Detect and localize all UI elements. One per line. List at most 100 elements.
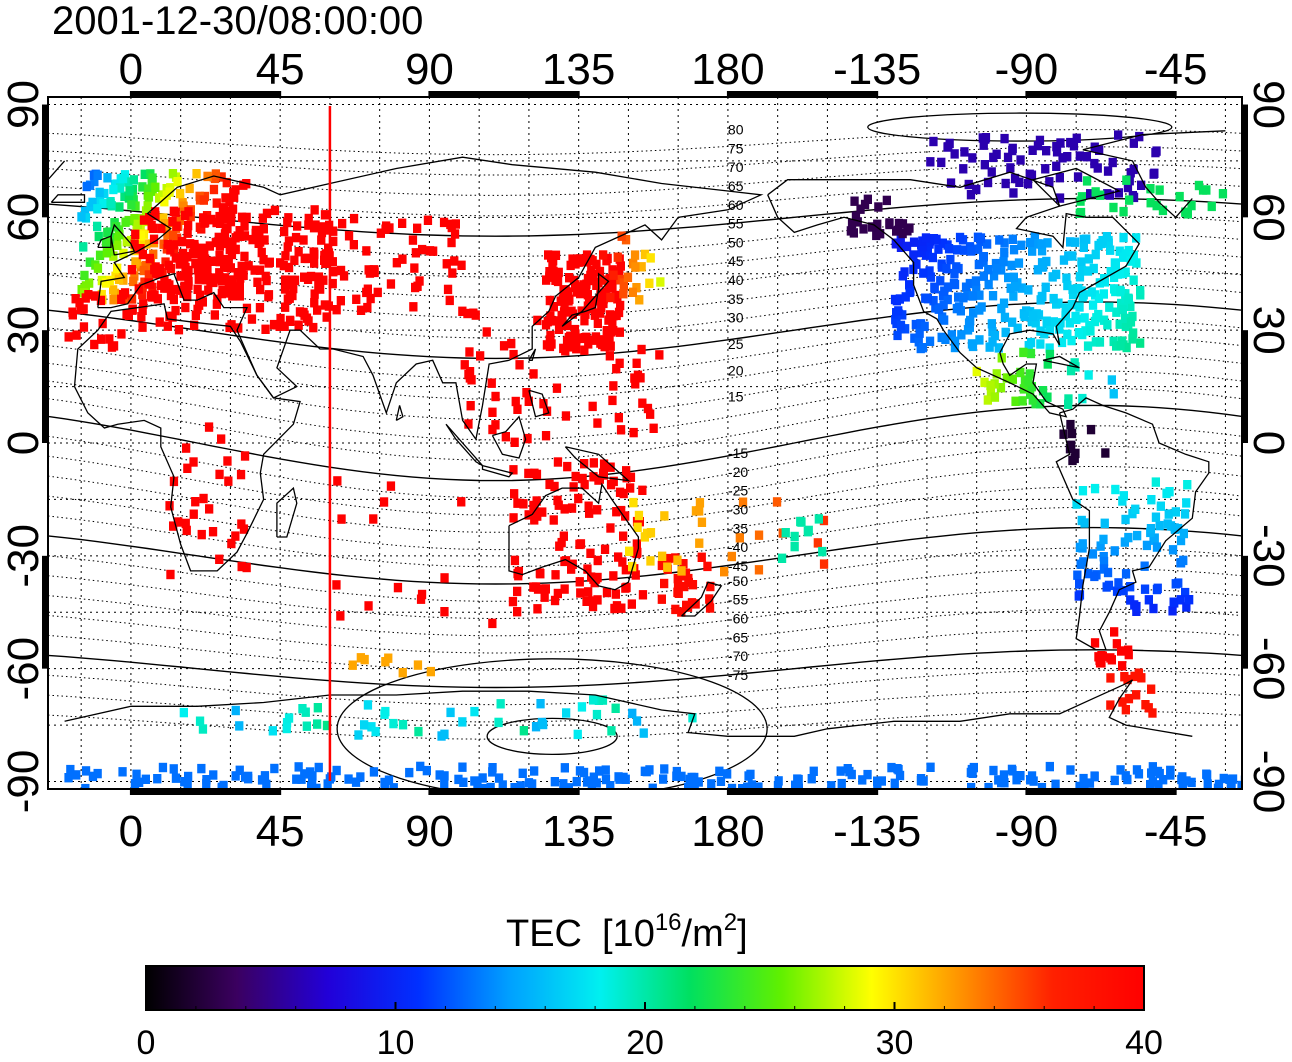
- tec-cell: [510, 783, 519, 789]
- tec-cell: [863, 769, 872, 780]
- tec-cell: [183, 271, 193, 281]
- tec-cell: [638, 485, 647, 495]
- tec-cell: [494, 717, 503, 728]
- tec-cell: [281, 302, 290, 312]
- tec-cell: [1092, 313, 1101, 323]
- tec-cell: [1100, 518, 1109, 528]
- tec-cell: [93, 221, 102, 232]
- tec-cell: [1132, 690, 1141, 700]
- tec-cell: [259, 224, 268, 234]
- tec-cell: [363, 700, 373, 710]
- tec-cell: [151, 262, 160, 272]
- tec-cell: [588, 596, 597, 606]
- tec-cell: [930, 235, 940, 245]
- tec-cell: [1001, 178, 1010, 189]
- tec-cell: [310, 298, 319, 308]
- tec-cell: [1058, 153, 1067, 163]
- tec-cell: [1112, 307, 1121, 317]
- tec-cell: [1115, 268, 1124, 279]
- tec-cell: [237, 519, 246, 529]
- tec-cell: [706, 581, 715, 592]
- tec-cell: [175, 215, 185, 225]
- tec-cell: [593, 318, 602, 328]
- tec-cell: [735, 533, 744, 543]
- tec-cell: [634, 510, 644, 521]
- tec-cell: [1010, 173, 1020, 184]
- tec-cell: [264, 258, 273, 268]
- contour-label: -30: [728, 501, 748, 517]
- tec-cell: [1152, 542, 1162, 552]
- tec-cell: [157, 223, 166, 234]
- tec-cell: [615, 266, 624, 277]
- tec-cell: [554, 267, 563, 278]
- coastline: [97, 235, 112, 249]
- tec-cell: [684, 573, 693, 584]
- tec-cell: [311, 220, 320, 230]
- tec-cell: [1118, 496, 1127, 506]
- tec-cell: [228, 237, 237, 247]
- tec-cell: [213, 294, 222, 305]
- tec-cell: [93, 170, 102, 180]
- tec-cell: [593, 595, 602, 605]
- tec-cell: [386, 481, 396, 491]
- tec-cell: [560, 763, 569, 773]
- tec-cell: [197, 243, 207, 253]
- tec-cell: [989, 152, 998, 163]
- tec-cell: [614, 413, 623, 423]
- tec-cell: [690, 783, 699, 789]
- tec-cell: [1214, 779, 1224, 789]
- frame-bar: [42, 555, 48, 669]
- tec-cell: [1150, 533, 1159, 543]
- tec-cell: [307, 781, 316, 789]
- tec-cell: [1126, 595, 1135, 605]
- tec-cell: [298, 704, 307, 714]
- tec-cell: [337, 514, 346, 524]
- tec-cell: [679, 571, 688, 581]
- tec-cell: [1140, 561, 1149, 571]
- coastline: [767, 171, 1141, 418]
- tec-cell: [612, 364, 621, 374]
- tec-cell: [179, 201, 188, 211]
- tec-cell: [163, 283, 172, 293]
- tec-cell: [600, 341, 609, 352]
- tec-cell: [1037, 782, 1047, 789]
- tec-cell: [626, 483, 635, 493]
- tec-cell: [941, 334, 950, 344]
- tec-cell: [176, 271, 185, 281]
- tec-cell: [163, 321, 172, 331]
- tec-cell: [902, 241, 912, 252]
- tec-cell: [90, 339, 99, 350]
- tec-cell: [1166, 765, 1175, 776]
- tec-cell: [212, 299, 221, 309]
- tec-cell: [1087, 287, 1096, 297]
- tec-cell: [894, 225, 903, 236]
- tec-cell: [1033, 265, 1042, 275]
- tec-cell: [1132, 765, 1142, 775]
- tec-cell: [1151, 477, 1160, 487]
- tec-cell: [1086, 189, 1095, 199]
- tec-cell: [1078, 393, 1087, 404]
- tec-cell: [190, 239, 199, 250]
- tec-cell: [1049, 293, 1058, 304]
- tec-cell: [509, 513, 518, 523]
- tec-cell: [631, 570, 640, 580]
- tec-cell: [1137, 180, 1146, 190]
- tec-cell: [671, 604, 680, 615]
- tec-cell: [943, 142, 952, 152]
- tec-cell: [320, 300, 329, 310]
- tec-cell: [781, 528, 790, 538]
- tec-cell: [894, 765, 903, 775]
- tec-cell: [614, 772, 623, 782]
- magnetic-contour: [48, 588, 1242, 637]
- tec-cell: [1026, 775, 1035, 785]
- magnetic-contour: [48, 370, 1242, 441]
- tec-cell: [947, 330, 956, 340]
- tec-cell: [807, 774, 816, 784]
- tec-cell: [1124, 532, 1133, 543]
- tec-cell: [584, 776, 593, 786]
- tec-cell: [890, 294, 900, 305]
- tec-cell: [685, 774, 694, 785]
- tec-cell: [1103, 166, 1113, 176]
- tec-cell: [215, 268, 224, 278]
- tec-cell: [946, 254, 955, 265]
